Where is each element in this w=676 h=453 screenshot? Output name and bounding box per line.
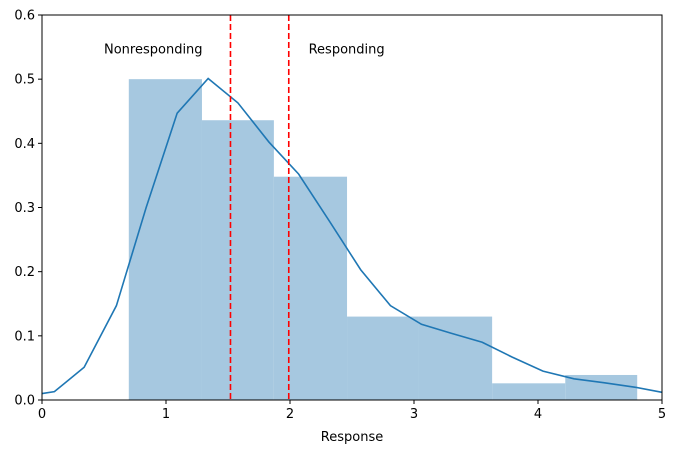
x-tick-label: 5 [658,407,666,422]
x-tick-label: 3 [410,407,418,422]
density-line [41,77,663,395]
annotations: Nonresponding Responding [104,43,385,58]
annotation-1: Nonresponding [104,43,203,58]
y-tick-label: 0.1 [14,329,35,344]
x-tick-label: 0 [38,407,46,422]
y-axis-ticks: 0.0 0.1 0.2 0.3 0.4 0.5 0.6 [14,9,42,409]
y-tick-label: 0.6 [14,9,35,24]
histogram-bar-6 [492,383,566,400]
x-axis-ticks: 0 1 2 3 4 5 [38,400,666,422]
y-tick-label: 0.3 [14,201,35,216]
threshold-lines [229,15,290,400]
annotation-2: Responding [309,43,385,58]
y-tick-label: 0.2 [14,265,35,280]
density-line-layer [41,77,663,395]
x-tick-label: 4 [534,407,542,422]
histogram-bar-2 [201,120,274,400]
x-axis-label: Response [321,430,383,445]
y-tick-label: 0.5 [14,73,35,88]
histogram-bar-1 [128,79,202,401]
y-tick-label: 0.4 [14,137,35,152]
y-tick-label: 0.0 [14,394,35,409]
histogram-bar-3 [273,176,348,400]
histogram-bar-4 [347,316,419,400]
x-tick-label: 1 [162,407,170,422]
histogram-bars [128,79,638,401]
histogram-bar-5 [418,316,493,400]
x-tick-label: 2 [286,407,294,422]
